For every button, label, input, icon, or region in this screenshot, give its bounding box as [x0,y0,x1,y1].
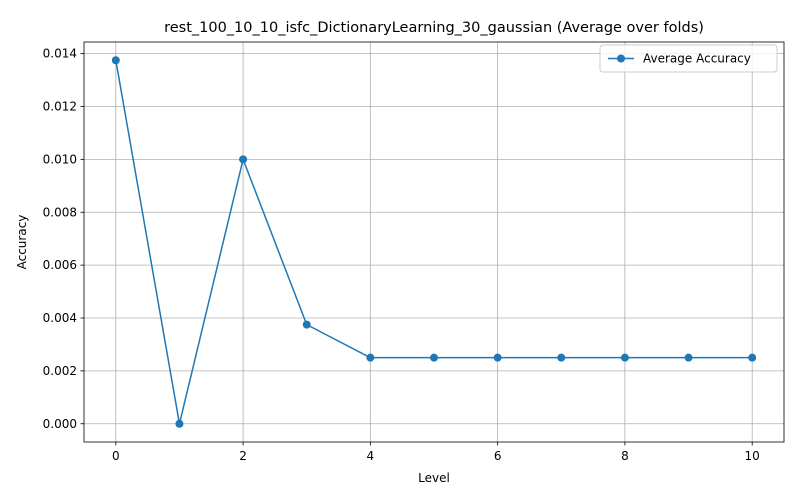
y-tick-label: 0.012 [43,100,77,114]
y-tick-label: 0.014 [43,47,77,61]
data-point [239,155,248,164]
x-axis-label: Level [418,471,450,485]
data-point [111,56,120,65]
data-point [430,353,438,362]
y-axis-ticks: 0.000 0.002 0.004 0.006 0.008 0.010 0.012 0.014 [43,47,84,431]
legend: Average Accuracy [599,44,778,73]
y-tick-label: 0.006 [43,258,77,272]
data-point [620,353,629,362]
x-tick-label: 4 [367,449,375,463]
legend-label: Average Accuracy [643,52,751,66]
x-axis-ticks: 0 2 4 6 8 10 [112,442,760,463]
y-tick-label: 0.004 [43,311,77,325]
x-tick-label: 2 [239,449,247,463]
y-tick-label: 0.002 [43,364,77,378]
data-point [684,353,693,362]
y-tick-label: 0.010 [43,152,77,166]
plot-area-frame [83,41,785,443]
legend-marker [617,54,625,63]
series-layer [111,56,757,428]
x-tick-label: 8 [621,449,629,463]
y-axis-label: Accuracy [15,215,29,270]
data-point [493,353,502,362]
data-point [366,353,375,362]
data-point [748,353,757,362]
y-tick-label: 0.008 [43,205,77,219]
x-tick-label: 10 [745,449,760,463]
legend-box [599,44,778,73]
data-point [557,353,566,362]
data-point [175,419,184,428]
data-point [302,320,311,329]
y-tick-label: 0.000 [43,417,77,431]
chart-title: rest_100_10_10_isfc_DictionaryLearning_3… [164,20,704,36]
x-tick-label: 6 [494,449,502,463]
x-tick-label: 0 [112,449,120,463]
